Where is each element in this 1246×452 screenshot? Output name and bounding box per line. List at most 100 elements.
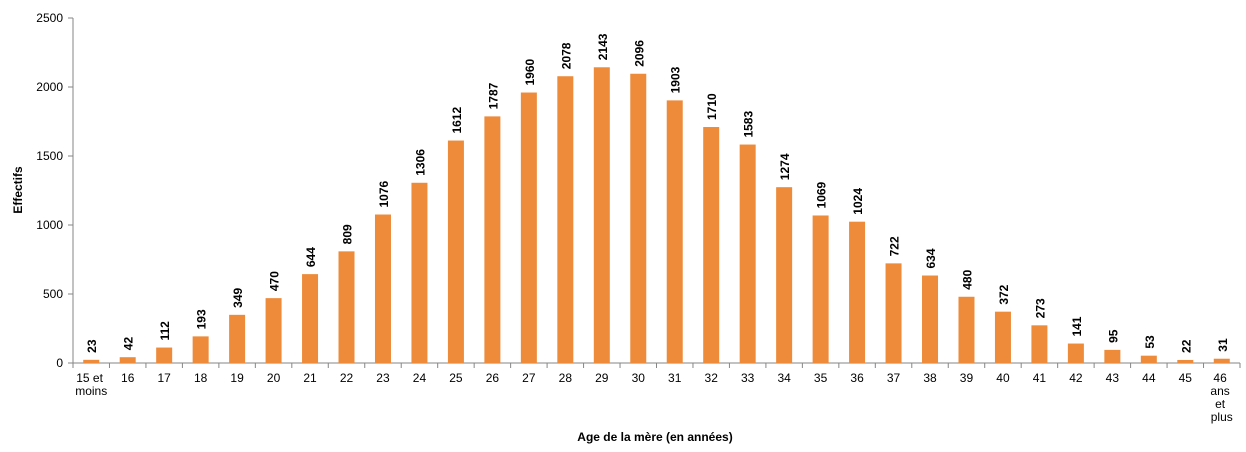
- x-tick-label: 29: [595, 371, 609, 385]
- bar: [302, 274, 319, 363]
- bar: [666, 100, 683, 364]
- y-axis-title: Effectifs: [11, 166, 25, 214]
- x-tick-label: 46 ans et plus: [1210, 371, 1233, 424]
- x-axis-title: Age de la mère (en années): [577, 430, 732, 444]
- bar: [1213, 358, 1230, 363]
- value-label: 644: [304, 247, 318, 267]
- y-tick-label: 1500: [36, 149, 63, 163]
- bar: [885, 263, 902, 363]
- x-tick-label: 30: [632, 371, 646, 385]
- value-label: 1787: [486, 82, 500, 109]
- bar: [229, 314, 246, 363]
- x-tick-label: 36: [850, 371, 864, 385]
- value-label: 1274: [778, 153, 792, 180]
- value-label: 634: [924, 248, 938, 268]
- bar: [374, 214, 391, 363]
- x-tick-label: 21: [303, 371, 317, 385]
- bar: [593, 67, 610, 364]
- x-tick-label: 24: [413, 371, 427, 385]
- x-tick-label: 22: [340, 371, 354, 385]
- value-label: 2143: [596, 33, 610, 60]
- value-label: 31: [1216, 338, 1230, 352]
- x-tick-label: 23: [376, 371, 390, 385]
- value-label: 273: [1033, 298, 1047, 318]
- value-label: 1306: [413, 149, 427, 176]
- bar: [630, 73, 647, 363]
- x-tick-label: 34: [777, 371, 791, 385]
- value-label: 1076: [377, 180, 391, 207]
- y-tick-label: 2000: [36, 80, 63, 94]
- bar: [739, 144, 756, 363]
- bar: [156, 347, 173, 363]
- x-tick-label: 17: [157, 371, 171, 385]
- bar: [849, 221, 866, 363]
- x-tick-label: 32: [705, 371, 719, 385]
- x-tick-label: 41: [1033, 371, 1047, 385]
- bar: [447, 140, 464, 363]
- x-tick-label: 42: [1069, 371, 1083, 385]
- value-label: 141: [1070, 316, 1084, 336]
- value-label: 95: [1106, 329, 1120, 343]
- value-label: 193: [195, 309, 209, 329]
- value-label: 42: [122, 337, 136, 351]
- bar: [1104, 349, 1121, 363]
- x-tick-label: 38: [923, 371, 937, 385]
- x-tick-label: 40: [996, 371, 1010, 385]
- bar: [1031, 325, 1048, 363]
- y-tick-label: 1000: [36, 218, 63, 232]
- bar: [1140, 355, 1157, 363]
- bar: [1067, 343, 1084, 363]
- x-tick-label: 20: [267, 371, 281, 385]
- value-label: 22: [1179, 339, 1193, 353]
- bar: [812, 215, 829, 363]
- value-label: 349: [231, 287, 245, 307]
- value-label: 1612: [450, 107, 464, 134]
- x-tick-label: 25: [449, 371, 463, 385]
- x-tick-label: 39: [960, 371, 974, 385]
- value-label: 2078: [559, 42, 573, 69]
- bar: [557, 76, 574, 364]
- y-tick-label: 500: [43, 287, 63, 301]
- x-tick-label: 26: [486, 371, 500, 385]
- x-tick-label: 31: [668, 371, 682, 385]
- x-tick-label: 15 et moins: [75, 371, 107, 398]
- bar: [411, 182, 428, 363]
- bar: [338, 251, 355, 363]
- value-label: 112: [158, 321, 172, 341]
- value-label: 1583: [742, 111, 756, 138]
- value-label: 53: [1143, 335, 1157, 349]
- value-label: 1710: [705, 93, 719, 120]
- bar: [484, 116, 501, 363]
- bar: [520, 92, 537, 364]
- value-label: 480: [960, 269, 974, 289]
- x-tick-label: 27: [522, 371, 536, 385]
- x-tick-label: 33: [741, 371, 755, 385]
- value-label: 1069: [815, 181, 829, 208]
- x-tick-label: 43: [1106, 371, 1120, 385]
- x-tick-label: 35: [814, 371, 828, 385]
- x-tick-label: 28: [559, 371, 573, 385]
- value-label: 1024: [851, 188, 865, 215]
- value-label: 1903: [669, 66, 683, 93]
- x-tick-label: 44: [1142, 371, 1156, 385]
- value-label: 1960: [523, 58, 537, 85]
- x-tick-label: 18: [194, 371, 208, 385]
- value-label: 372: [997, 284, 1011, 304]
- y-tick-label: 0: [56, 356, 63, 370]
- value-label: 722: [888, 236, 902, 256]
- x-tick-label: 45: [1179, 371, 1193, 385]
- value-label: 809: [341, 224, 355, 244]
- bar: [958, 296, 975, 363]
- bar: [265, 298, 282, 363]
- bar: [192, 336, 209, 363]
- x-tick-label: 37: [887, 371, 901, 385]
- x-tick-label: 16: [121, 371, 135, 385]
- value-label: 2096: [632, 40, 646, 67]
- bar: [776, 187, 793, 363]
- bar: [703, 127, 720, 364]
- y-tick-label: 2500: [36, 11, 63, 25]
- value-label: 470: [268, 271, 282, 291]
- bar: [119, 357, 136, 363]
- bar: [83, 359, 100, 363]
